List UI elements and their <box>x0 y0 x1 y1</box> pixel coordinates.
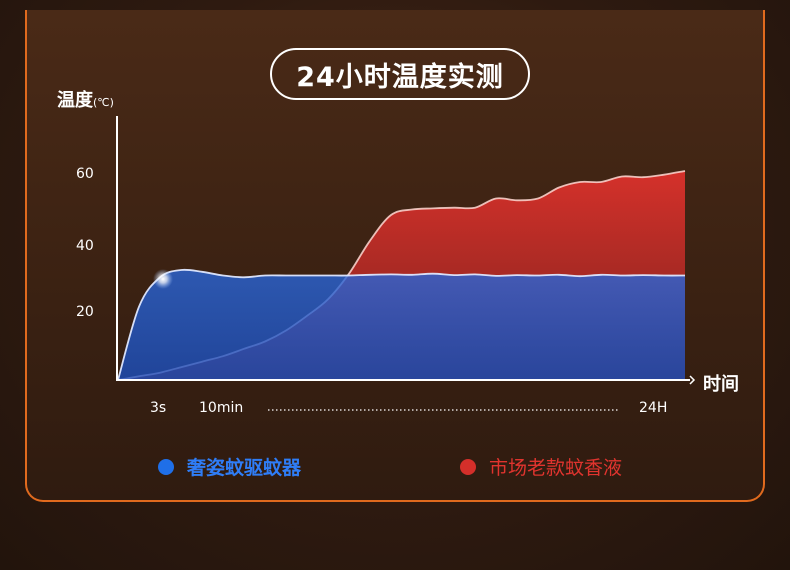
y-tick-label: 20 <box>76 304 94 320</box>
series-layer <box>117 170 686 381</box>
series-line-0 <box>117 268 686 381</box>
y-tick-label: 40 <box>76 238 94 254</box>
x-axis-label: 时间 <box>703 374 739 395</box>
y-axis-label-text: 温度 <box>57 90 93 111</box>
start-glow-marker <box>153 269 173 289</box>
y-axis-unit: (℃) <box>93 96 114 109</box>
legend-label: 市场老款蚊香液 <box>489 457 623 479</box>
y-tick-label: 60 <box>76 166 94 182</box>
x-tick-label: 24H <box>639 400 668 416</box>
x-tick-label: 10min <box>199 400 244 416</box>
legend-item: 市场老款蚊香液 <box>460 453 622 480</box>
y-axis-label: 温度(℃) <box>57 86 114 112</box>
x-axis-arrow <box>689 375 696 385</box>
chart-title: 24小时温度实测 <box>270 48 530 100</box>
series-area-0 <box>118 269 685 380</box>
legend-item: 奢姿蚊驱蚊器 <box>158 453 301 480</box>
legend-label: 奢姿蚊驱蚊器 <box>187 457 302 479</box>
x-tick-label: 3s <box>150 400 167 416</box>
legend-dot <box>158 458 174 475</box>
legend-dot <box>460 458 476 475</box>
